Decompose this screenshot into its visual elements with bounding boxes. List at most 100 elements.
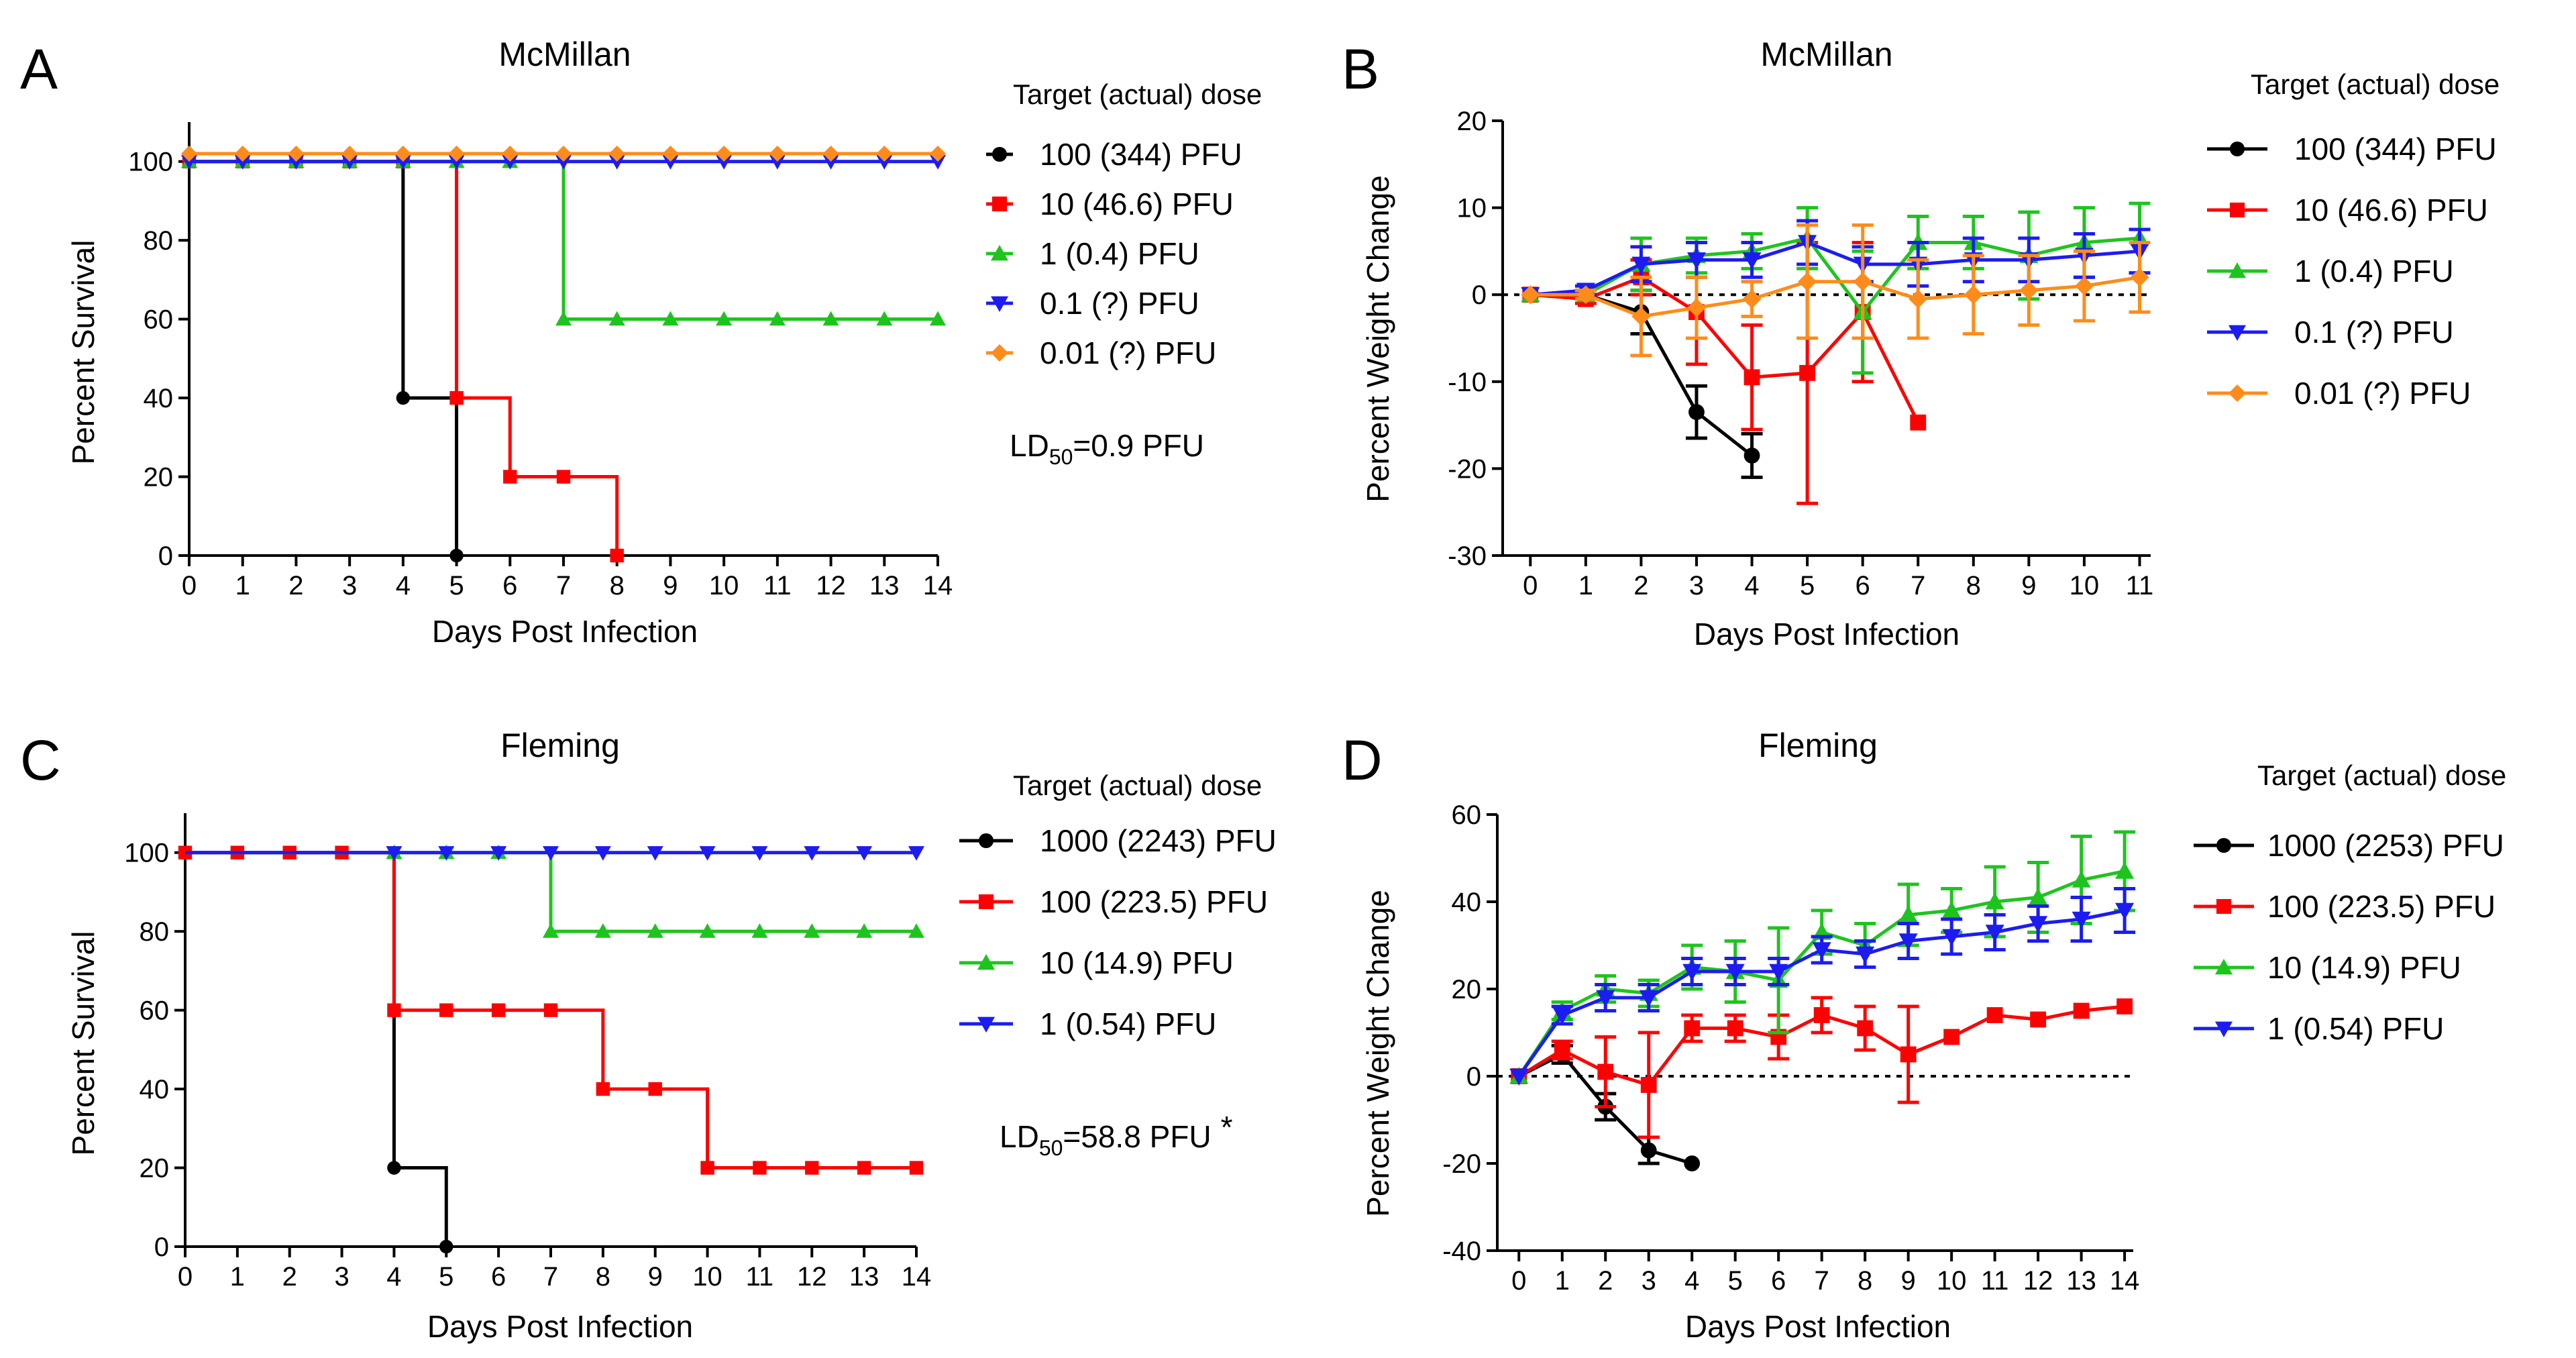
- x-tick-label: 7: [1815, 1266, 1829, 1296]
- legend-item: 10 (46.6) PFU: [2207, 193, 2488, 227]
- x-tick-label: 1: [235, 571, 250, 600]
- x-tick-label: 2: [1633, 571, 1648, 600]
- data-point: [1898, 905, 1918, 923]
- data-point: [822, 155, 839, 170]
- x-tick-label: 0: [1511, 1266, 1526, 1296]
- data-point: [876, 311, 893, 326]
- data-point: [502, 155, 519, 170]
- x-tick-label: 12: [797, 1262, 827, 1292]
- data-point: [751, 923, 768, 938]
- series-1: [1511, 996, 2133, 1139]
- data-point: [610, 548, 624, 563]
- legend-marker: [991, 196, 1008, 212]
- legend-marker: [991, 146, 1008, 162]
- data-point: [1554, 1042, 1570, 1058]
- x-tick-label: 11: [746, 1262, 774, 1292]
- ld50-subscript: 50: [1049, 445, 1073, 469]
- data-point: [699, 846, 716, 861]
- data-point: [556, 470, 571, 484]
- x-tick-label: 0: [182, 571, 197, 600]
- panel-b-letter: B: [1342, 38, 1379, 101]
- data-point: [930, 311, 946, 326]
- y-tick-label: -40: [1442, 1237, 1481, 1266]
- x-tick-label: 11: [1981, 1266, 2009, 1296]
- data-point: [930, 145, 946, 162]
- data-point: [1631, 256, 1651, 274]
- series-4: [1521, 223, 2151, 358]
- legend-item: 1 (0.4) PFU: [2207, 254, 2454, 289]
- data-point: [449, 548, 464, 563]
- data-point: [386, 846, 402, 861]
- legend-marker: [2229, 384, 2246, 402]
- x-tick-label: 9: [1901, 1266, 1916, 1296]
- panel-d-title: Fleming: [1758, 727, 1878, 764]
- data-point: [181, 145, 197, 162]
- panel-c-legend-title: Target (actual) dose: [1013, 770, 1262, 801]
- data-point: [769, 145, 786, 162]
- series-line: [1530, 275, 2140, 319]
- data-point: [341, 145, 358, 162]
- x-tick-label: 13: [2066, 1266, 2096, 1296]
- y-tick-label: 20: [140, 1154, 170, 1184]
- data-point: [1596, 990, 1615, 1007]
- x-tick-label: 7: [1911, 571, 1925, 600]
- data-point: [716, 145, 733, 162]
- series-3: [1521, 219, 2151, 305]
- data-point: [930, 155, 946, 170]
- legend-marker: [978, 833, 994, 849]
- data-point: [1910, 414, 1927, 431]
- y-tick-label: 100: [128, 148, 173, 177]
- legend-item: 1 (0.54) PFU: [2194, 1011, 2444, 1046]
- data-point: [2030, 1011, 2047, 1028]
- data-point: [1813, 1007, 1830, 1023]
- y-tick-label: 60: [140, 996, 170, 1026]
- ld50-prefix: LD: [1000, 1119, 1039, 1154]
- data-point: [502, 145, 519, 162]
- data-point: [543, 1003, 558, 1017]
- data-point: [448, 155, 465, 170]
- legend-item: 100 (223.5) PFU: [2194, 889, 2496, 924]
- legend-marker: [2229, 202, 2245, 218]
- x-tick-label: 5: [1800, 571, 1815, 600]
- data-point: [1986, 1007, 2003, 1023]
- data-point: [396, 390, 411, 405]
- data-point: [439, 1003, 453, 1017]
- data-point: [1742, 252, 1762, 270]
- data-point: [804, 846, 820, 861]
- data-point: [555, 155, 572, 170]
- legend-label: 100 (344) PFU: [2294, 132, 2497, 166]
- series-line: [185, 851, 916, 1170]
- panel-d-legend-title: Target (actual) dose: [2257, 760, 2506, 791]
- y-tick-label: -30: [1448, 541, 1487, 571]
- y-tick-label: 60: [1452, 800, 1482, 830]
- panel-d-letter: D: [1342, 729, 1383, 792]
- legend-label: 1 (0.54) PFU: [1040, 1006, 1216, 1041]
- data-point: [394, 155, 411, 170]
- panel-a-x-axis-label: Days Post Infection: [432, 614, 698, 649]
- legend-marker: [991, 245, 1008, 261]
- panel-a-legend-title: Target (actual) dose: [1013, 79, 1262, 110]
- y-tick-label: 20: [1452, 975, 1482, 1004]
- x-tick-label: 1: [1555, 1266, 1570, 1296]
- legend-item: 100 (223.5) PFU: [959, 884, 1268, 919]
- legend-label: 1 (0.4) PFU: [1040, 236, 1199, 271]
- legend-item: 100 (344) PFU: [2207, 132, 2497, 166]
- legend-item: 1 (0.4) PFU: [986, 236, 1199, 271]
- panel-c: C Fleming 0 1 2 3 4 5 6 7 8 9 10 11 12 13 140204060801…: [20, 727, 1277, 1344]
- data-point: [2019, 280, 2039, 300]
- data-point: [387, 1161, 401, 1175]
- x-tick-label: 2: [1598, 1266, 1613, 1296]
- data-point: [1576, 285, 1595, 305]
- data-point: [1909, 289, 1928, 309]
- series-0: [182, 154, 464, 563]
- legend-item: 1000 (2253) PFU: [2194, 828, 2504, 863]
- x-tick-label: 1: [230, 1262, 245, 1292]
- data-point: [387, 1003, 401, 1017]
- data-point: [700, 1161, 714, 1175]
- panel-a-legend: 100 (344) PFU 10 (46.6) PFU 1 (0.4) PFU 0.1…: [986, 137, 1242, 370]
- data-point: [288, 155, 305, 170]
- x-tick-label: 4: [1684, 1266, 1699, 1296]
- panel-b-title: McMillan: [1760, 36, 1892, 73]
- legend-marker: [991, 296, 1008, 312]
